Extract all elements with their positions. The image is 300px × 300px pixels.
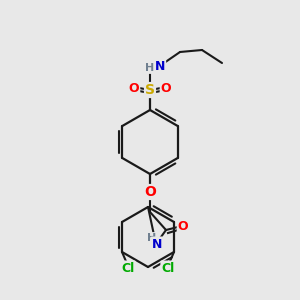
Text: O: O bbox=[129, 82, 139, 95]
Text: H: H bbox=[146, 63, 154, 73]
Text: O: O bbox=[161, 82, 171, 95]
Text: O: O bbox=[144, 185, 156, 199]
Text: H: H bbox=[147, 233, 157, 243]
Text: S: S bbox=[145, 83, 155, 97]
Text: O: O bbox=[178, 220, 188, 233]
Text: Cl: Cl bbox=[161, 262, 175, 275]
Text: N: N bbox=[152, 238, 162, 250]
Text: N: N bbox=[155, 59, 165, 73]
Text: Cl: Cl bbox=[122, 262, 135, 275]
